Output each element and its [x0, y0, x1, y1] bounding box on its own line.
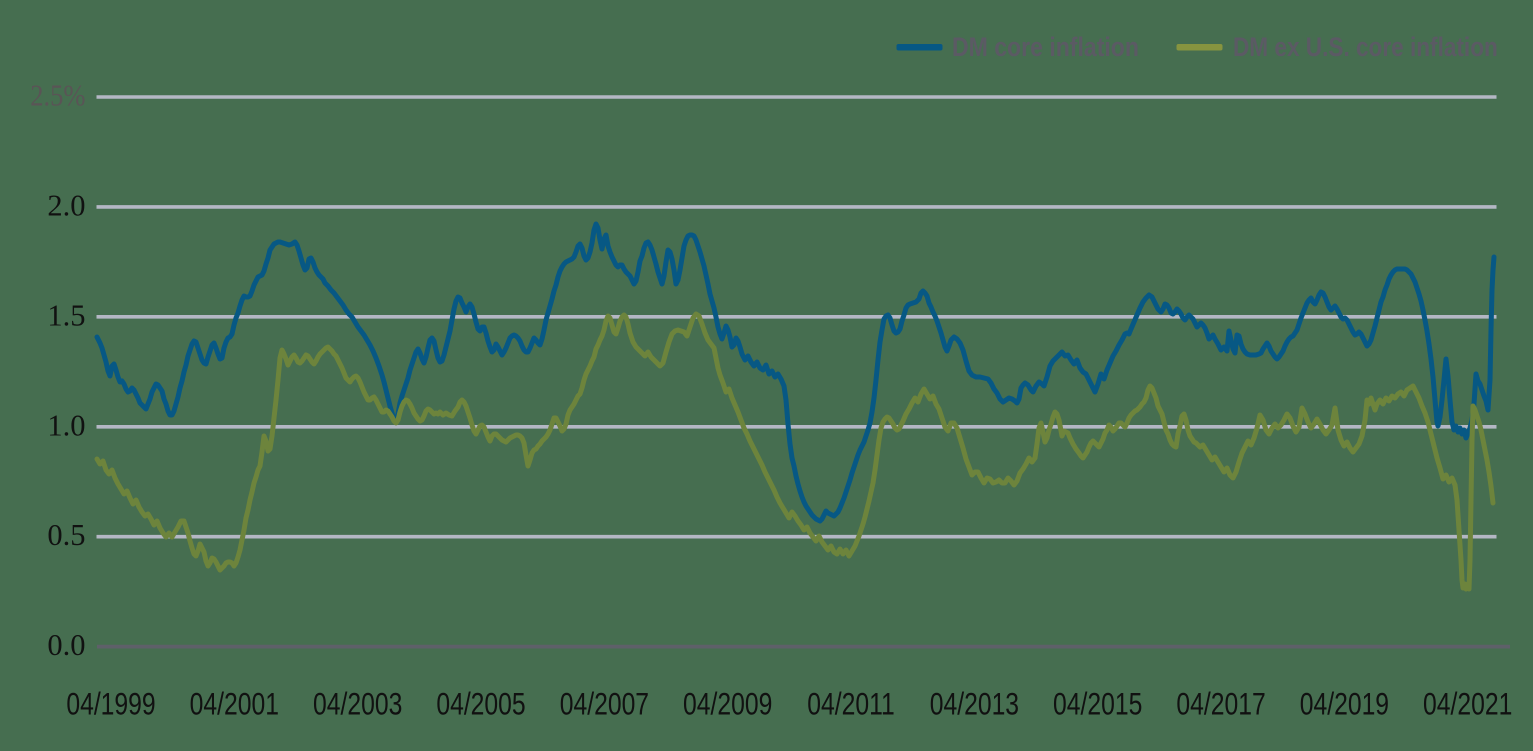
- svg-text:DM core inflation: DM core inflation: [952, 34, 1139, 63]
- svg-text:04/2003: 04/2003: [313, 686, 402, 722]
- svg-text:1.5: 1.5: [47, 298, 85, 332]
- svg-text:04/1999: 04/1999: [66, 686, 155, 722]
- svg-text:04/2011: 04/2011: [807, 686, 895, 722]
- svg-text:04/2009: 04/2009: [683, 686, 772, 722]
- svg-text:DM ex U.S. core inflation: DM ex U.S. core inflation: [1233, 33, 1498, 62]
- svg-text:04/2007: 04/2007: [560, 686, 649, 722]
- svg-text:0.0: 0.0: [47, 628, 85, 662]
- svg-text:04/2013: 04/2013: [930, 686, 1019, 722]
- svg-text:04/2001: 04/2001: [190, 686, 279, 722]
- svg-text:04/2015: 04/2015: [1053, 686, 1142, 722]
- svg-text:0.5: 0.5: [47, 518, 85, 552]
- svg-text:04/2017: 04/2017: [1176, 686, 1265, 722]
- svg-text:1.0: 1.0: [47, 408, 85, 442]
- svg-text:04/2021: 04/2021: [1423, 686, 1512, 722]
- svg-text:04/2005: 04/2005: [436, 686, 525, 722]
- svg-text:2.5%: 2.5%: [30, 80, 85, 113]
- svg-text:2.0: 2.0: [47, 188, 85, 222]
- svg-text:04/2019: 04/2019: [1300, 686, 1389, 722]
